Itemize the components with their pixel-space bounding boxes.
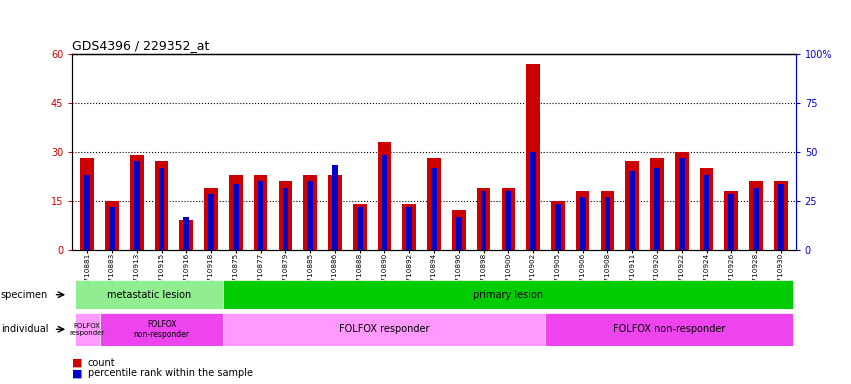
Bar	[654, 168, 660, 250]
Bar	[84, 175, 90, 250]
Bar	[630, 171, 635, 250]
Bar	[184, 217, 189, 250]
Bar	[407, 207, 412, 250]
Bar	[332, 165, 338, 250]
Bar	[75, 313, 100, 346]
Text: FOLFOX
responder: FOLFOX responder	[70, 323, 105, 336]
Bar	[80, 158, 94, 250]
Bar	[700, 168, 713, 250]
Bar	[679, 158, 684, 250]
Text: FOLFOX responder: FOLFOX responder	[340, 324, 430, 334]
Bar	[753, 188, 759, 250]
Bar	[307, 181, 313, 250]
Text: FOLFOX
non-responder: FOLFOX non-responder	[134, 319, 190, 339]
Bar	[224, 313, 545, 346]
Text: primary lesion: primary lesion	[473, 290, 544, 300]
Text: ■: ■	[72, 358, 83, 368]
Bar	[381, 155, 387, 250]
Bar	[283, 188, 288, 250]
Text: GDS4396 / 229352_at: GDS4396 / 229352_at	[72, 39, 209, 52]
Bar	[580, 197, 585, 250]
Bar	[75, 280, 224, 309]
Bar	[357, 207, 363, 250]
Text: ■: ■	[72, 368, 83, 378]
Bar	[530, 152, 536, 250]
Bar	[208, 194, 214, 250]
Text: individual: individual	[1, 324, 49, 334]
Bar	[158, 168, 164, 250]
Bar	[505, 191, 511, 250]
Bar	[233, 184, 238, 250]
Bar	[778, 184, 784, 250]
Bar	[224, 280, 793, 309]
Bar	[278, 181, 292, 250]
Bar	[427, 158, 441, 250]
Bar	[601, 191, 614, 250]
Bar	[155, 162, 168, 250]
Bar	[501, 188, 515, 250]
Bar	[452, 210, 465, 250]
Bar	[229, 175, 243, 250]
Bar	[303, 175, 317, 250]
Bar	[551, 201, 565, 250]
Bar	[481, 191, 487, 250]
Bar	[254, 175, 267, 250]
Bar	[477, 188, 490, 250]
Text: metastatic lesion: metastatic lesion	[107, 290, 191, 300]
Bar	[625, 162, 639, 250]
Bar	[604, 197, 610, 250]
Bar	[378, 142, 391, 250]
Bar	[704, 175, 710, 250]
Bar	[134, 162, 140, 250]
Bar	[545, 313, 793, 346]
Bar	[749, 181, 762, 250]
Bar	[724, 191, 738, 250]
Bar	[106, 201, 119, 250]
Bar	[403, 204, 416, 250]
Bar	[204, 188, 218, 250]
Bar	[431, 168, 437, 250]
Bar	[774, 181, 788, 250]
Bar	[258, 181, 264, 250]
Bar	[328, 175, 342, 250]
Bar	[555, 204, 561, 250]
Bar	[728, 194, 734, 250]
Bar	[526, 64, 540, 250]
Bar	[353, 204, 367, 250]
Bar	[456, 217, 461, 250]
Bar	[109, 207, 115, 250]
Bar	[576, 191, 590, 250]
Bar	[130, 155, 144, 250]
Bar	[180, 220, 193, 250]
Text: count: count	[88, 358, 115, 368]
Bar	[675, 152, 688, 250]
Text: specimen: specimen	[1, 290, 49, 300]
Text: percentile rank within the sample: percentile rank within the sample	[88, 368, 253, 378]
Bar	[100, 313, 224, 346]
Bar	[650, 158, 664, 250]
Text: FOLFOX non-responder: FOLFOX non-responder	[614, 324, 726, 334]
